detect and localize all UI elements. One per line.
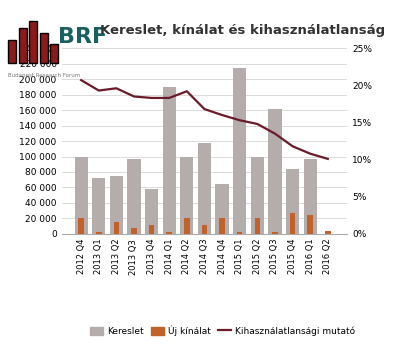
Bar — [216, 184, 229, 234]
Text: Kereslet, kínálat és kihasználatlanság: Kereslet, kínálat és kihasználatlanság — [100, 24, 385, 37]
Bar — [233, 67, 246, 234]
Bar — [166, 232, 172, 234]
Bar — [307, 215, 313, 234]
FancyBboxPatch shape — [19, 28, 27, 63]
Bar — [290, 213, 295, 234]
Bar — [254, 218, 260, 234]
Bar — [304, 159, 317, 234]
Bar — [286, 169, 299, 234]
Bar — [198, 143, 211, 234]
Bar — [268, 108, 281, 234]
Bar — [325, 231, 331, 234]
Bar — [75, 157, 88, 234]
Bar — [272, 232, 278, 234]
Bar — [184, 218, 190, 234]
FancyBboxPatch shape — [29, 21, 37, 63]
Bar — [251, 157, 264, 234]
Bar — [96, 233, 102, 234]
Text: Budapest Research Forum: Budapest Research Forum — [8, 74, 81, 78]
Bar — [180, 157, 193, 234]
FancyBboxPatch shape — [8, 40, 16, 63]
Bar — [219, 218, 225, 234]
Text: BRF: BRF — [58, 26, 107, 47]
Bar — [114, 222, 119, 234]
Bar — [202, 225, 207, 234]
Bar — [110, 176, 123, 234]
Legend: Kereslet, Új kínálat, Kihasználatlansági mutató: Kereslet, Új kínálat, Kihasználatlansági… — [86, 322, 359, 340]
Bar — [145, 189, 158, 234]
FancyBboxPatch shape — [40, 33, 48, 63]
Bar — [127, 159, 141, 234]
Bar — [237, 233, 243, 234]
Bar — [149, 225, 154, 234]
Bar — [163, 87, 176, 234]
FancyBboxPatch shape — [50, 44, 58, 63]
Bar — [78, 218, 84, 234]
Bar — [92, 178, 105, 234]
Bar — [131, 228, 137, 234]
